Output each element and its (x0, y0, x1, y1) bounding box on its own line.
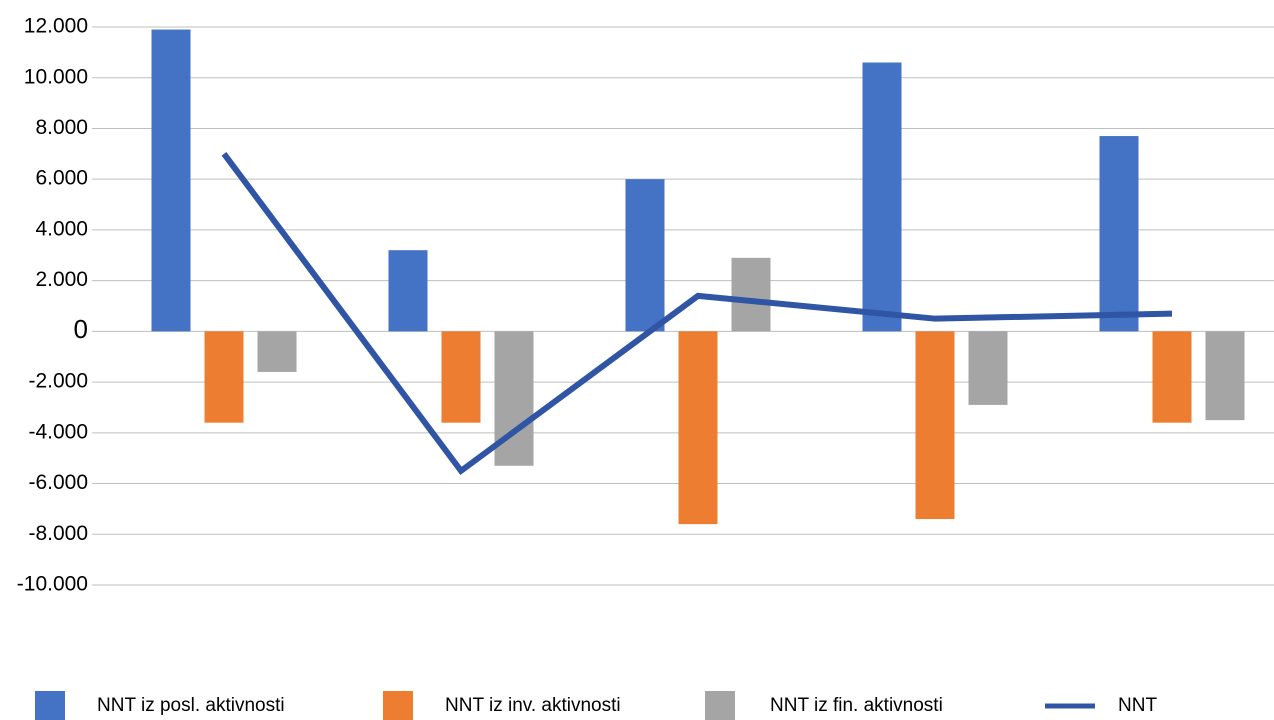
bar (1152, 331, 1192, 423)
y-tick-label: 8.000 (35, 116, 88, 139)
bar (388, 250, 428, 332)
y-tick-label: 0 (74, 314, 88, 344)
y-tick-label: -10.000 (17, 573, 88, 596)
y-tick-label: -8.000 (28, 522, 88, 545)
y-tick-label: 2.000 (35, 268, 88, 291)
bar (968, 331, 1008, 405)
bar (494, 331, 534, 466)
bar (441, 331, 481, 423)
bar (204, 331, 244, 423)
y-tick-label: 6.000 (35, 167, 88, 190)
legend-swatch (705, 691, 735, 720)
legend-label: NNT iz fin. aktivnosti (770, 695, 943, 716)
bar (862, 62, 902, 332)
bar (678, 331, 718, 525)
bar (1099, 136, 1139, 332)
y-tick-label: -2.000 (28, 370, 88, 393)
line-series (221, 152, 1173, 476)
bar (731, 257, 771, 332)
y-tick-label: 10.000 (24, 65, 88, 88)
y-tick-label: 4.000 (35, 217, 88, 240)
y-tick-label: -6.000 (28, 471, 88, 494)
y-tick-label: 12.000 (24, 15, 88, 38)
bar (915, 331, 955, 520)
legend-label: NNT (1118, 695, 1157, 716)
bar (151, 29, 191, 332)
y-tick-label: -4.000 (28, 420, 88, 443)
legend-swatch (383, 691, 413, 720)
legend-label: NNT iz inv. aktivnosti (445, 695, 621, 716)
bar (625, 179, 665, 332)
bar (257, 331, 297, 372)
bar (1205, 331, 1245, 421)
legend-label: NNT iz posl. aktivnosti (97, 695, 285, 716)
legend-swatch (35, 691, 65, 720)
